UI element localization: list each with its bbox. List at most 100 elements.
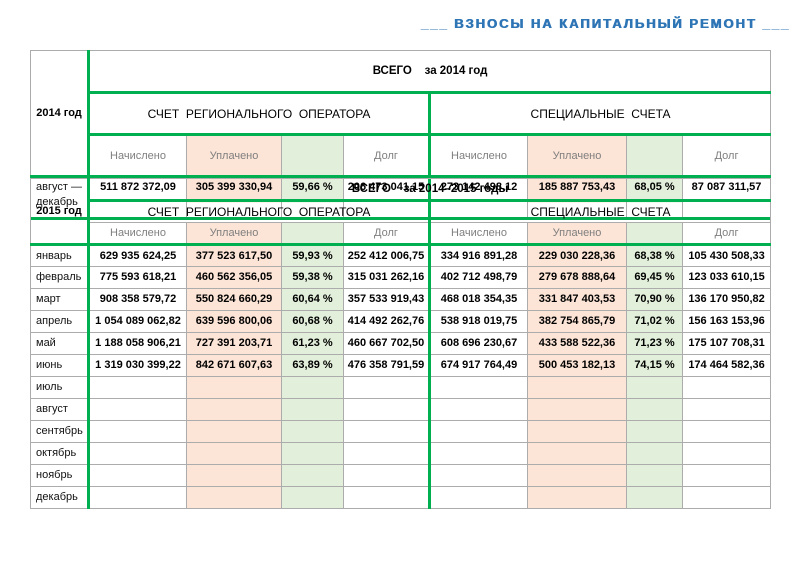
- cell-regional-debt: [343, 376, 430, 399]
- cell-regional-accrued: 1 054 089 062,82: [88, 310, 187, 333]
- cell-regional-percent: [281, 398, 344, 421]
- cell-regional-percent: 59,93 %: [281, 244, 344, 267]
- cell-regional-percent: [281, 464, 344, 487]
- cell-special-percent: 69,45 %: [626, 266, 683, 289]
- header-paid: Уплачено: [527, 134, 627, 178]
- header-percent: [281, 222, 344, 246]
- table-row: декабрь: [30, 486, 772, 509]
- total-row: 2014 год ВСЕГО за 2014 год: [30, 50, 772, 178]
- cell-special-paid: [527, 398, 627, 421]
- cell-regional-debt: 414 492 262,76: [343, 310, 430, 333]
- cell-regional-percent: 63,89 %: [281, 354, 344, 377]
- header-accrued: Начислено: [428, 222, 528, 246]
- cell-special-accrued: 402 712 498,79: [428, 266, 528, 289]
- total-header: ВСЕГО за 2014 год: [87, 50, 772, 94]
- cell-regional-debt: [343, 464, 430, 487]
- table-row: июнь 1 319 030 399,22 842 671 607,63 63,89 …: [30, 354, 772, 377]
- cell-special-accrued: [428, 398, 528, 421]
- header-paid: Уплачено: [186, 222, 282, 246]
- header-debt: Долг: [681, 134, 772, 178]
- row-month-label: июль: [30, 376, 90, 399]
- header-paid: Уплачено: [186, 134, 282, 178]
- cell-special-percent: 71,02 %: [626, 310, 683, 333]
- total-row: 2015 год ВСЕГО за 2014–2015 годы: [30, 178, 772, 246]
- cell-special-accrued: 674 917 764,49: [428, 354, 528, 377]
- cell-special-accrued: 468 018 354,35: [428, 288, 528, 311]
- cell-special-paid: 382 754 865,79: [527, 310, 627, 333]
- table-row: сентябрь: [30, 420, 772, 443]
- cell-regional-percent: [281, 486, 344, 509]
- cell-regional-debt: [343, 442, 430, 465]
- row-month-label: июнь: [30, 354, 90, 377]
- cell-special-accrued: [428, 376, 528, 399]
- row-month-label: февраль: [30, 266, 90, 289]
- cell-regional-accrued: 1 319 030 399,22: [88, 354, 187, 377]
- cell-special-percent: 74,15 %: [626, 354, 683, 377]
- cell-special-percent: [626, 398, 683, 421]
- cell-special-accrued: [428, 486, 528, 509]
- cell-regional-paid: [186, 376, 282, 399]
- cell-regional-accrued: 908 358 579,72: [88, 288, 187, 311]
- header-accrued: Начислено: [428, 134, 528, 178]
- cell-regional-debt: [343, 486, 430, 509]
- cell-regional-debt: 357 533 919,43: [343, 288, 430, 311]
- cell-regional-percent: [281, 376, 344, 399]
- cell-regional-accrued: [88, 420, 187, 443]
- cell-special-percent: [626, 420, 683, 443]
- table-row: август: [30, 398, 772, 421]
- cell-special-accrued: [428, 442, 528, 465]
- cell-special-paid: 433 588 522,36: [527, 332, 627, 355]
- cell-special-debt: [681, 464, 772, 487]
- header-paid: Уплачено: [527, 222, 627, 246]
- cell-regional-percent: 59,38 %: [281, 266, 344, 289]
- cell-regional-debt: 476 358 791,59: [343, 354, 430, 377]
- header-accrued: Начислено: [88, 222, 187, 246]
- cell-special-paid: 500 453 182,13: [527, 354, 627, 377]
- cell-regional-accrued: [88, 398, 187, 421]
- table-2015: 2015 год ВСЕГО за 2014–2015 годы СЧЕТ РЕ…: [30, 178, 772, 509]
- cell-special-percent: [626, 464, 683, 487]
- cell-regional-paid: 377 523 617,50: [186, 244, 282, 267]
- cell-regional-debt: 315 031 262,16: [343, 266, 430, 289]
- table-row: ноябрь: [30, 464, 772, 487]
- cell-special-paid: [527, 464, 627, 487]
- group-special-accounts: СПЕЦИАЛЬНЫЕ СЧЕТА: [427, 92, 772, 136]
- table-row: октябрь: [30, 442, 772, 465]
- cell-regional-accrued: [88, 442, 187, 465]
- cell-special-debt: [681, 398, 772, 421]
- cell-special-percent: [626, 442, 683, 465]
- cell-special-paid: [527, 420, 627, 443]
- cell-special-debt: 123 033 610,15: [681, 266, 772, 289]
- cell-special-accrued: [428, 464, 528, 487]
- cell-regional-accrued: 1 188 058 906,21: [88, 332, 187, 355]
- cell-regional-paid: [186, 420, 282, 443]
- table-row: март 908 358 579,72 550 824 660,29 60,64 % 3…: [30, 288, 772, 311]
- cell-regional-percent: 60,68 %: [281, 310, 344, 333]
- column-header-row: Начислено Уплачено Долг Начислено Уплаче…: [31, 222, 772, 246]
- cell-regional-paid: 460 562 356,05: [186, 266, 282, 289]
- cell-special-percent: [626, 486, 683, 509]
- header-accrued: Начислено: [88, 134, 187, 178]
- cell-special-paid: 279 678 888,64: [527, 266, 627, 289]
- cell-regional-debt: [343, 398, 430, 421]
- cell-special-debt: 136 170 950,82: [681, 288, 772, 311]
- cell-special-percent: 68,38 %: [626, 244, 683, 267]
- header-percent: [626, 222, 683, 246]
- cell-regional-percent: 60,64 %: [281, 288, 344, 311]
- cell-special-percent: 71,23 %: [626, 332, 683, 355]
- group-special-accounts: СПЕЦИАЛЬНЫЕ СЧЕТА: [427, 200, 772, 223]
- cell-special-accrued: [428, 420, 528, 443]
- cell-regional-accrued: 775 593 618,21: [88, 266, 187, 289]
- cell-regional-percent: [281, 420, 344, 443]
- row-month-label: апрель: [30, 310, 90, 333]
- cell-regional-debt: [343, 420, 430, 443]
- year-label: 2015 год: [30, 178, 90, 246]
- cell-regional-accrued: [88, 376, 187, 399]
- header-debt: Долг: [343, 222, 430, 246]
- cell-regional-percent: [281, 442, 344, 465]
- table-row: январь 629 935 624,25 377 523 617,50 59,93 …: [30, 244, 772, 267]
- cell-regional-debt: 252 412 006,75: [343, 244, 430, 267]
- header-debt: Долг: [681, 222, 772, 246]
- group-header-row: СЧЕТ РЕГИОНАЛЬНОГО ОПЕРАТОРА СПЕЦИАЛЬНЫЕ…: [31, 200, 772, 223]
